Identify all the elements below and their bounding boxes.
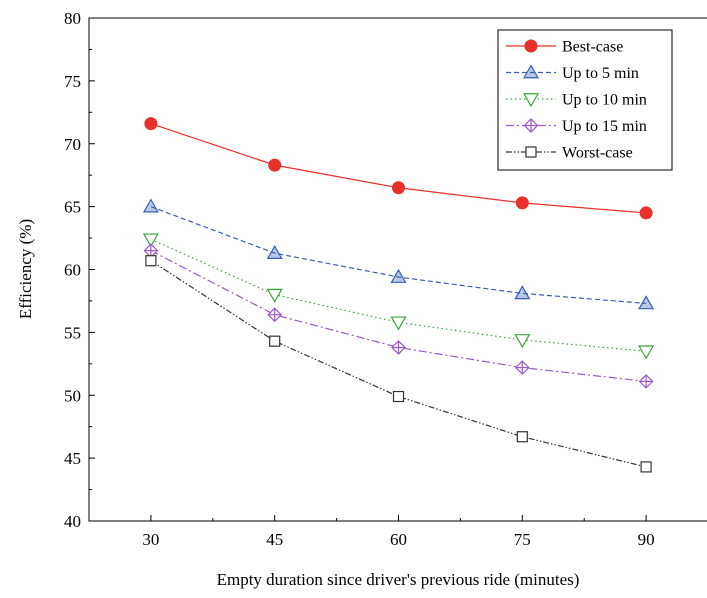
data-point [640,461,652,473]
data-point [638,295,655,310]
series-up-to-10-min [142,233,655,360]
x-axis-title: Empty duration since driver's previous r… [217,570,580,589]
y-tick-label: 50 [64,386,81,405]
data-point [268,158,282,172]
legend-label: Up to 15 min [562,118,647,135]
y-tick-label: 70 [64,135,81,154]
data-point [392,181,405,195]
data-point [391,340,406,355]
series-line [150,206,647,305]
legend-swatch-marker [523,118,539,133]
legend-item: Up to 15 min [506,118,647,135]
legend-item: Best-case [506,39,623,56]
legend-swatch-marker [524,39,538,53]
data-point [390,268,407,283]
data-point [514,285,531,300]
data-point [142,233,159,248]
data-point [638,374,654,389]
legend-swatch-marker [525,146,537,158]
data-point [267,307,283,323]
legend-label: Worst-case [562,145,633,162]
data-point [638,345,655,360]
series-up-to-15-min [143,243,654,389]
y-tick-label: 40 [64,512,81,531]
legend-label: Best-case [562,39,623,56]
x-tick-label: 75 [514,530,531,549]
data-point [639,206,653,220]
data-point [515,196,529,210]
data-point [142,198,159,213]
y-tick-label: 55 [64,323,81,342]
x-tick-label: 30 [142,530,159,549]
legend-swatch-marker [522,64,540,79]
x-tick-label: 90 [638,530,655,549]
data-point [514,334,531,349]
legend-item: Up to 10 min [506,92,647,109]
y-tick-label: 45 [64,449,81,468]
series-worst-case [145,255,652,473]
data-point [144,117,158,131]
y-tick-label: 60 [64,261,81,280]
series-line [150,238,647,352]
legend-item: Up to 5 min [506,64,639,82]
legend-swatch-marker [522,93,540,108]
legend-label: Up to 10 min [562,92,647,109]
data-point [266,288,283,303]
y-tick-label: 80 [64,9,81,28]
legend-label: Up to 5 min [562,65,639,82]
series-up-to-5-min [142,198,655,310]
y-tick-label: 75 [64,72,81,91]
x-axis: 30 45 60 75 90 [142,515,655,549]
series-best-case [144,117,653,220]
data-point [266,244,283,260]
legend-item: Worst-case [506,145,633,162]
x-tick-label: 45 [266,530,283,549]
x-tick-label: 60 [390,530,407,549]
series-layer [142,117,655,473]
data-point [269,335,281,347]
data-point [516,431,528,443]
y-axis: 40 45 50 55 60 65 70 75 80 [64,9,95,531]
data-point [145,255,157,267]
y-axis-title: Efficiency (%) [16,219,35,319]
series-line [150,260,647,468]
data-point [514,360,530,375]
y-tick-label: 65 [64,198,81,217]
data-point [390,316,407,331]
data-point [392,390,405,403]
legend: Best-case Up to 5 min Up to 10 min Up to 15… [497,29,673,171]
